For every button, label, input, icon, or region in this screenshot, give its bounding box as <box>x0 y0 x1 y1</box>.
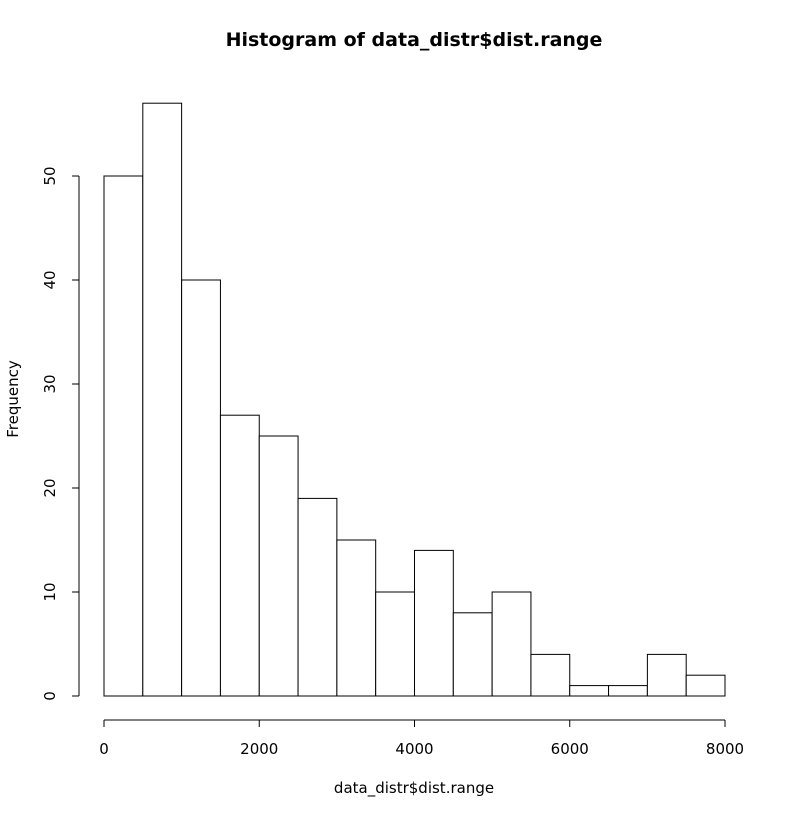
histogram-bar <box>491 591 532 697</box>
y-tick-label: 20 <box>41 478 59 497</box>
histogram-bar <box>103 175 144 697</box>
histogram-bar <box>375 591 416 697</box>
histogram-bar <box>608 685 648 697</box>
histogram-bar <box>452 612 493 697</box>
y-tick-label: 0 <box>41 691 59 701</box>
x-tick-label: 4000 <box>395 740 433 758</box>
histogram-bar <box>336 539 377 697</box>
x-tick-label: 8000 <box>706 740 744 758</box>
histogram-bar <box>142 102 183 697</box>
histogram-bar <box>219 414 260 697</box>
y-tick-label: 10 <box>41 582 59 601</box>
y-axis: 0 10 20 30 40 50 <box>41 166 80 701</box>
histogram-bar <box>181 279 221 697</box>
histogram-bar <box>685 674 726 697</box>
histogram-bar <box>569 685 610 697</box>
y-tick-label: 40 <box>41 270 59 289</box>
histogram-bar <box>297 497 338 697</box>
x-axis-label: data_distr$dist.range <box>334 779 494 798</box>
x-tick-label: 2000 <box>240 740 278 758</box>
y-tick-label: 50 <box>41 166 59 185</box>
histogram-bar <box>258 435 299 697</box>
y-axis-label: Frequency <box>4 360 22 438</box>
x-tick-label: 0 <box>99 740 109 758</box>
chart-title: Histogram of data_distr$dist.range <box>226 29 603 51</box>
y-tick-label: 30 <box>41 374 59 393</box>
x-axis: 0 2000 4000 6000 8000 <box>99 719 744 758</box>
histogram-bar <box>646 653 687 697</box>
x-tick-label: 6000 <box>551 740 589 758</box>
histogram-bar <box>414 549 454 697</box>
bars-group <box>103 102 726 697</box>
histogram-bar <box>530 653 571 697</box>
